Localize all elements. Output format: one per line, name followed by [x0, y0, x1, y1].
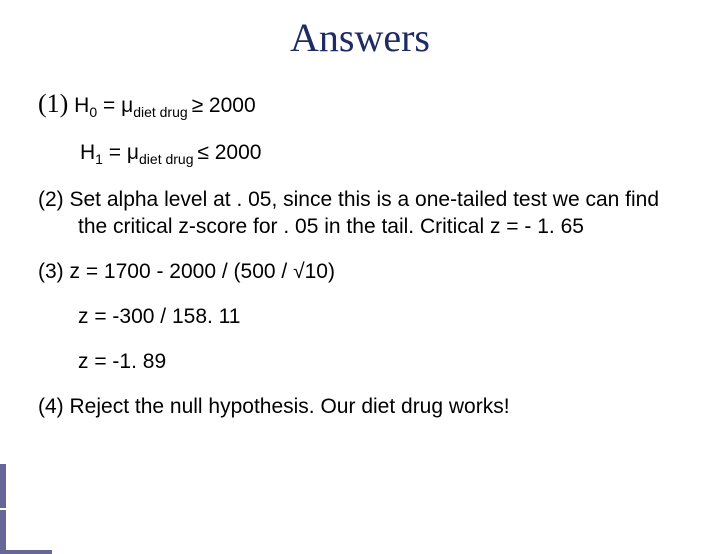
h1-eq: =	[103, 141, 127, 164]
slide-title: Answers	[0, 14, 720, 61]
item-3-line1: (3) z = 1700 - 2000 / (500 / √10)	[38, 259, 690, 286]
h0-subscript: 0	[89, 104, 97, 120]
h1-le: ≤	[197, 141, 209, 164]
h1-mu-sub: diet drug	[139, 151, 197, 167]
h1-label-h: H	[80, 141, 95, 164]
slide-body: (1) H0 = μdiet drug ≥ 2000 H1 = μdiet dr…	[0, 87, 720, 420]
h0-ge: ≥	[192, 94, 204, 117]
item-2: (2) Set alpha level at . 05, since this …	[38, 187, 690, 241]
item-2-text: (2) Set alpha level at . 05, since this …	[38, 188, 659, 238]
sqrt-symbol: √	[293, 260, 305, 283]
title-text: Answers	[290, 15, 430, 60]
item-3-z2: z = -300 / 158. 11	[78, 305, 240, 328]
h1-subscript: 1	[95, 151, 103, 167]
item-3b: 10)	[305, 260, 335, 283]
h0-label-h: H	[74, 94, 89, 117]
item-3a: (3) z = 1700 - 2000 / (500 /	[38, 260, 293, 283]
item-1-h1: H1 = μdiet drug ≤ 2000	[38, 140, 690, 169]
h0-mu-sub: diet drug	[133, 104, 191, 120]
item-1-number: (1)	[38, 89, 68, 118]
item-4-text: (4) Reject the null hypothesis. Our diet…	[38, 395, 510, 418]
item-3-line3: z = -1. 89	[38, 349, 690, 376]
decoration-bar-vertical-bottom	[0, 510, 6, 554]
item-4: (4) Reject the null hypothesis. Our diet…	[38, 394, 690, 421]
item-3-z3: z = -1. 89	[78, 350, 166, 373]
h0-eq: =	[97, 94, 121, 117]
h0-mu: μ	[121, 94, 133, 117]
h1-tail: 2000	[209, 141, 262, 164]
decoration-bar-vertical-top	[0, 464, 6, 508]
item-3-line2: z = -300 / 158. 11	[38, 304, 690, 331]
h0-tail: 2000	[203, 94, 256, 117]
h1-mu: μ	[127, 141, 139, 164]
decoration-bar-horizontal	[0, 550, 52, 554]
item-1-h0: (1) H0 = μdiet drug ≥ 2000	[38, 87, 690, 122]
